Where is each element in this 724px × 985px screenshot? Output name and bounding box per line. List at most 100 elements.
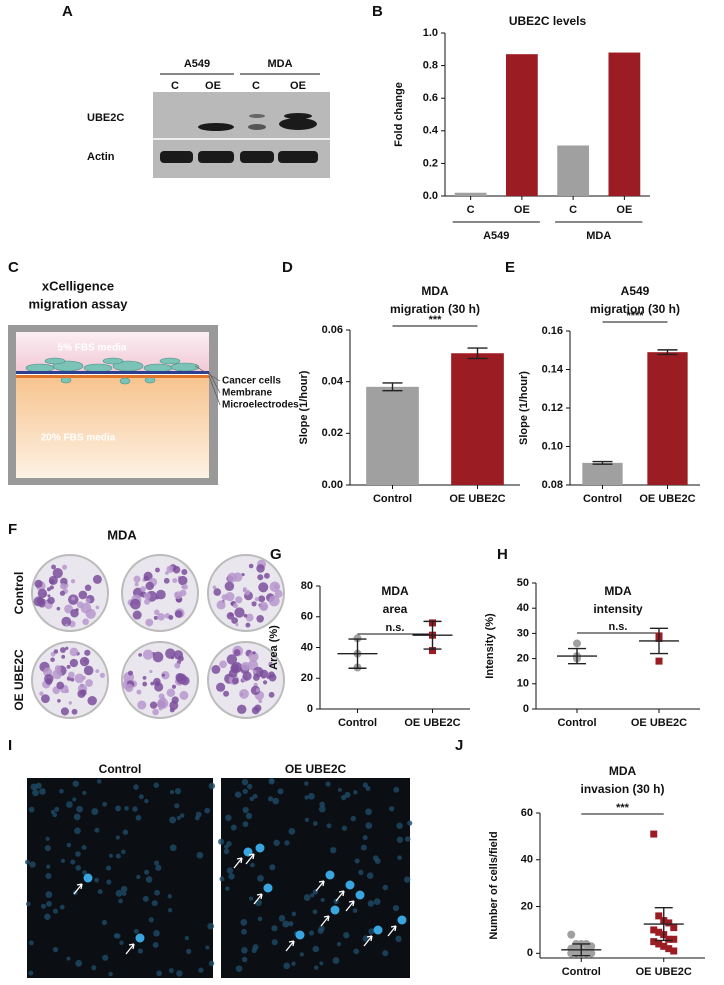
blot-image bbox=[153, 92, 330, 178]
colony bbox=[166, 688, 176, 698]
colony bbox=[274, 584, 279, 590]
colony bbox=[149, 669, 153, 674]
colony bbox=[258, 582, 269, 593]
diagram-label: Cancer cells bbox=[222, 376, 281, 387]
colony bbox=[82, 618, 89, 626]
colony bbox=[219, 660, 227, 669]
nucleus bbox=[240, 919, 248, 926]
nucleus bbox=[312, 821, 318, 826]
nucleus bbox=[372, 855, 379, 861]
colony bbox=[172, 578, 178, 583]
nucleus bbox=[268, 778, 275, 785]
y-tick-label: 0.04 bbox=[322, 376, 344, 388]
media-label: 20% FBS media bbox=[41, 433, 116, 444]
nucleus bbox=[136, 874, 141, 880]
colony bbox=[65, 623, 69, 627]
nucleus bbox=[72, 780, 79, 787]
nucleus bbox=[28, 970, 34, 976]
point bbox=[665, 945, 673, 953]
row-label: Control bbox=[12, 572, 26, 615]
nucleus bbox=[148, 917, 154, 923]
nucleus bbox=[271, 925, 278, 932]
nucleus bbox=[145, 876, 153, 883]
colony bbox=[157, 697, 169, 709]
nucleus bbox=[113, 933, 119, 939]
nucleus bbox=[362, 782, 368, 788]
colony bbox=[241, 572, 245, 577]
nucleus bbox=[310, 893, 315, 898]
colony bbox=[143, 575, 149, 582]
point bbox=[573, 639, 581, 648]
nucleus bbox=[396, 822, 403, 829]
colony bbox=[79, 656, 90, 667]
nucleus bbox=[234, 791, 242, 798]
colony bbox=[85, 598, 91, 604]
nucleus bbox=[176, 970, 183, 977]
y-tick-label: 80 bbox=[301, 580, 313, 592]
y-tick-label: 0.00 bbox=[322, 479, 343, 491]
chart-title: A549 bbox=[621, 284, 650, 298]
colony bbox=[251, 706, 260, 715]
colony bbox=[69, 647, 79, 657]
colony bbox=[231, 617, 238, 624]
nucleus bbox=[325, 781, 331, 787]
colony bbox=[178, 575, 188, 586]
panel-letter: J bbox=[455, 737, 463, 754]
colony bbox=[84, 649, 91, 656]
colony bbox=[225, 591, 235, 602]
chart-title: MDA bbox=[381, 584, 409, 598]
nucleus bbox=[167, 894, 172, 899]
colony bbox=[248, 651, 259, 662]
y-tick-label: 0.12 bbox=[542, 402, 563, 414]
colony bbox=[163, 577, 170, 584]
arrow bbox=[253, 893, 263, 905]
nucleus bbox=[115, 889, 123, 897]
chart-title: UBE2C levels bbox=[509, 14, 587, 28]
colony bbox=[64, 689, 69, 694]
colony bbox=[87, 695, 97, 706]
nucleus bbox=[230, 824, 237, 831]
bar bbox=[451, 353, 504, 485]
nucleus bbox=[252, 793, 258, 799]
arrow bbox=[345, 900, 355, 912]
panel-letter: E bbox=[505, 259, 515, 276]
colony bbox=[145, 581, 154, 591]
nucleus bbox=[91, 965, 97, 971]
nucleus bbox=[122, 829, 129, 835]
colony bbox=[241, 661, 250, 671]
nucleus bbox=[235, 965, 243, 972]
colony bbox=[166, 565, 174, 573]
nucleus bbox=[330, 846, 337, 854]
point bbox=[655, 940, 663, 948]
nucleus bbox=[154, 889, 160, 896]
colony bbox=[155, 567, 160, 573]
colony bbox=[182, 584, 188, 590]
colony bbox=[216, 682, 226, 692]
nucleus bbox=[319, 961, 324, 966]
invaded-cell bbox=[255, 843, 265, 853]
colony bbox=[245, 622, 251, 628]
colony bbox=[171, 684, 177, 689]
diagram-label: Membrane bbox=[222, 388, 272, 399]
nucleus bbox=[169, 816, 177, 824]
nucleus bbox=[106, 879, 112, 885]
nucleus bbox=[241, 946, 248, 954]
y-tick-label: 0 bbox=[523, 703, 529, 715]
leader-lines bbox=[194, 365, 221, 406]
colony bbox=[254, 597, 259, 602]
nucleus bbox=[60, 858, 66, 863]
error-bar bbox=[572, 943, 591, 957]
colony bbox=[144, 598, 151, 605]
colony bbox=[245, 613, 254, 622]
bar bbox=[582, 462, 623, 485]
y-tick-label: 40 bbox=[521, 854, 533, 866]
fluorescence-image bbox=[218, 778, 413, 978]
colony bbox=[268, 595, 280, 607]
bar bbox=[647, 352, 688, 485]
error-bar bbox=[650, 627, 668, 655]
nucleus bbox=[119, 940, 124, 946]
nucleus bbox=[124, 805, 129, 811]
nucleus bbox=[337, 787, 342, 792]
colony bbox=[57, 698, 61, 703]
colony bbox=[47, 594, 51, 598]
